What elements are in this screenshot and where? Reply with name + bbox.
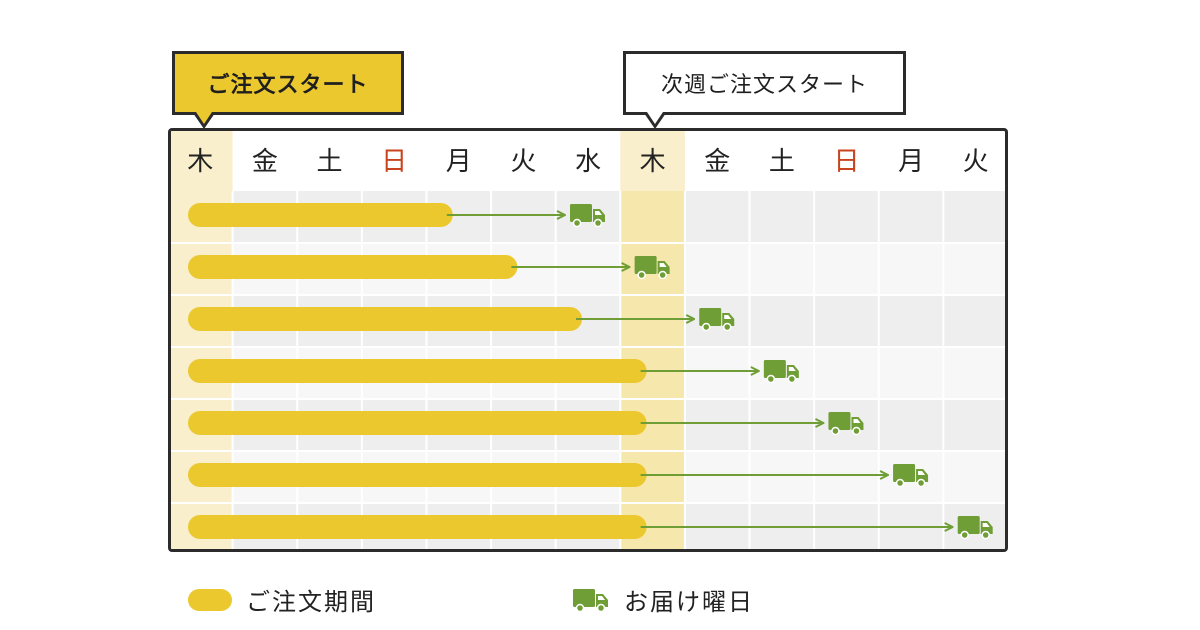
truck-icon — [763, 360, 799, 384]
day-header: 金 — [704, 147, 730, 177]
truck-icon — [957, 516, 993, 540]
truck-icon — [573, 588, 608, 612]
legend-order-period: ご注文期間 — [188, 582, 376, 617]
day-header: 月 — [446, 147, 472, 177]
schedule-chart-canvas: 木金土日月火水木金土日月火 — [171, 131, 1005, 549]
callout-pointer-fill — [196, 112, 212, 124]
order-start-callout: ご注文スタート — [172, 51, 404, 129]
truck-icon — [893, 464, 929, 488]
day-header: 水 — [575, 147, 601, 177]
day-header: 金 — [252, 147, 278, 177]
day-header: 木 — [187, 147, 213, 177]
day-header: 土 — [769, 147, 795, 177]
legend-order-period-label: ご注文期間 — [246, 588, 376, 616]
next-week-start-label: 次週ご注文スタート — [660, 73, 868, 98]
legend-delivery-day: お届け曜日 — [572, 582, 754, 617]
truck-icon — [570, 204, 605, 228]
day-header: 日 — [381, 147, 407, 177]
highlight-column-header — [620, 131, 685, 191]
truck-icon — [634, 256, 670, 280]
callout-pointer-fill — [647, 112, 663, 124]
order-period-swatch — [188, 588, 232, 611]
day-header: 木 — [640, 147, 666, 177]
next-week-start-callout: 次週ご注文スタート — [623, 51, 906, 129]
day-header: 火 — [963, 147, 989, 177]
legend-delivery-day-label: お届け曜日 — [624, 588, 754, 616]
truck-icon — [699, 308, 735, 332]
day-header: 月 — [898, 147, 924, 177]
day-header: 土 — [317, 147, 343, 177]
highlight-column-header — [171, 131, 233, 191]
schedule-chart: 木金土日月火水木金土日月火 — [168, 128, 1008, 552]
order-start-label: ご注文スタート — [207, 73, 369, 98]
day-header: 日 — [833, 147, 859, 177]
truck-icon — [828, 412, 864, 436]
day-header: 火 — [510, 147, 536, 177]
